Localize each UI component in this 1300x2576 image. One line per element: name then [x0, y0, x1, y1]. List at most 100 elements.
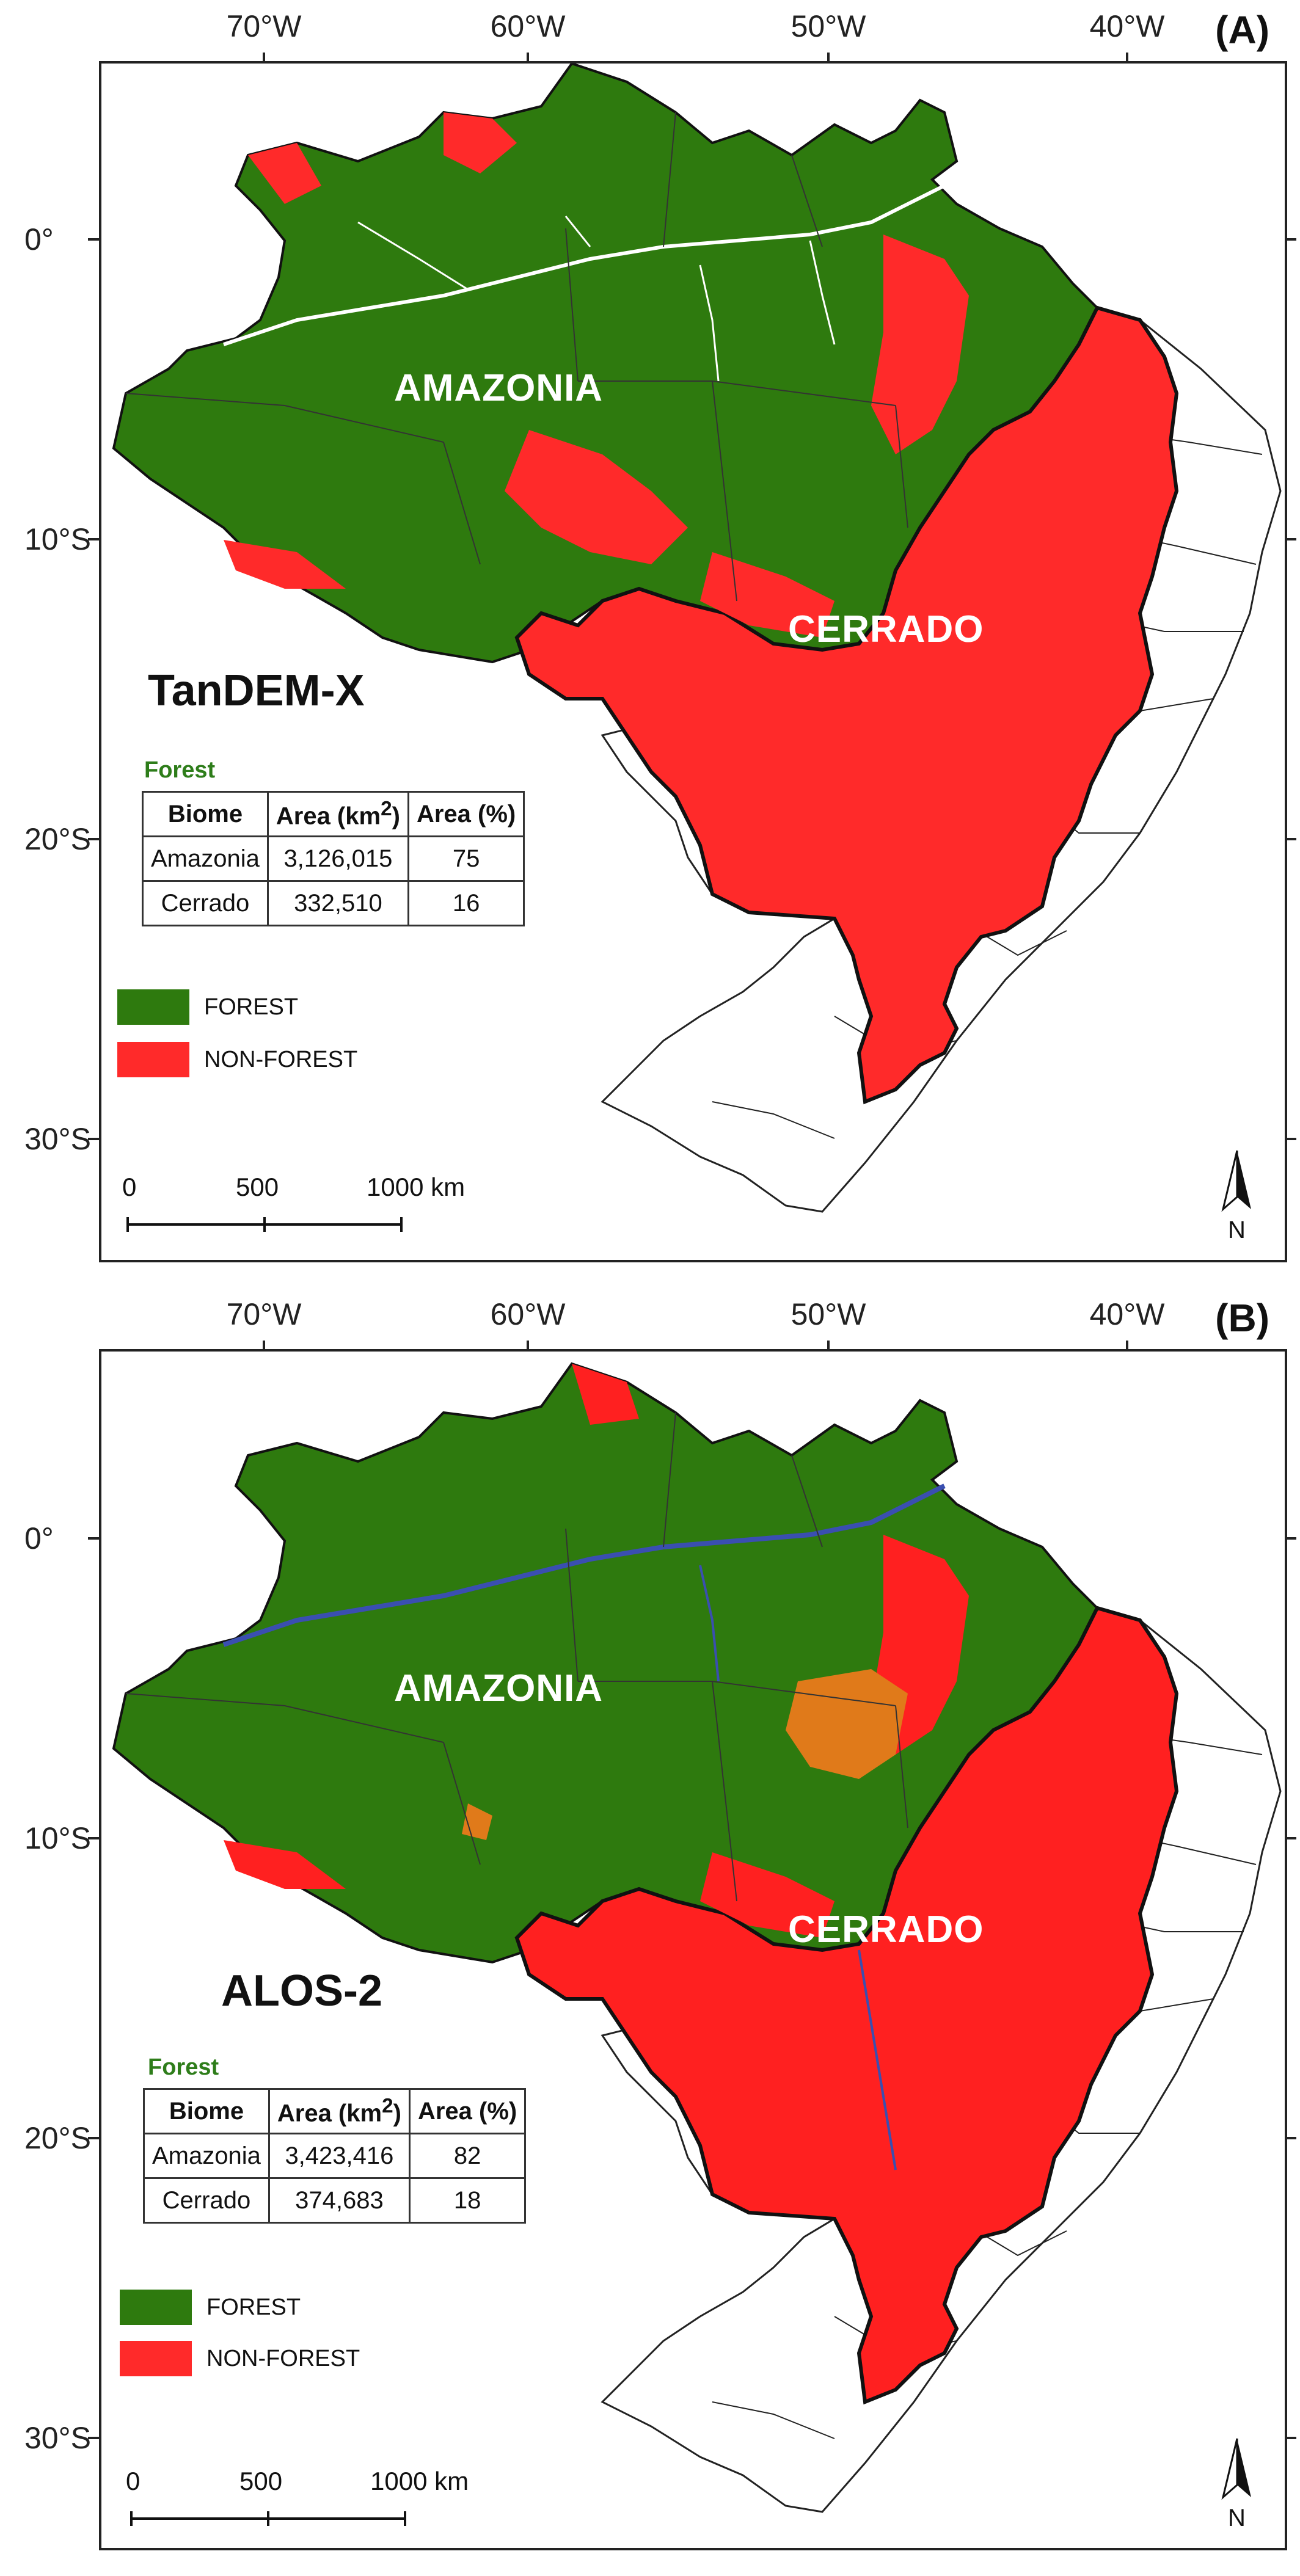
latitude-tickmark [88, 2137, 99, 2139]
table-cell-biome: Amazonia [143, 2133, 270, 2179]
scale-bar [126, 1217, 403, 1232]
deforestation-patch [786, 1669, 908, 1779]
table-header-area-pct: Area (%) [408, 2088, 527, 2134]
latitude-tick-10s: 10°S [24, 522, 91, 556]
map-panel-a: 70°W 60°W 50°W 40°W 0° 10°S 20°S 30°S [24, 8, 1296, 1262]
table-cell-area: 3,423,416 [268, 2133, 411, 2179]
legend-label-nonforest: NON-FOREST [204, 1047, 358, 1072]
table-header-area-km: Area (km2) [268, 2088, 411, 2134]
state-borders-inside [125, 112, 908, 602]
latitude-tickmark [88, 1138, 99, 1140]
nonforest-patch [248, 143, 321, 204]
table-header-biome: Biome [143, 2088, 270, 2134]
longitude-tick-70w: 70°W [226, 9, 302, 43]
table-cell-area: 374,683 [268, 2177, 411, 2224]
brazil-forest-map [112, 1362, 1282, 2513]
panel-label: (B) [1215, 1296, 1269, 1340]
legend-label-forest: FOREST [206, 2294, 301, 2320]
latitude-tickmark [1285, 838, 1296, 840]
state-borders-inside [125, 1412, 908, 1902]
latitude-tick-10s: 10°S [24, 1821, 91, 1855]
table-row: Cerrado 374,683 18 [143, 2177, 527, 2224]
amazon-river [223, 184, 946, 346]
latitude-tickmark [1285, 1837, 1296, 1839]
region-label-amazonia: AMAZONIA [394, 1667, 604, 1709]
table-cell-biome: Cerrado [142, 880, 269, 926]
longitude-tickmark [527, 1341, 529, 1352]
latitude-tick-30s: 30°S [24, 1122, 91, 1156]
table-cell-pct: 16 [407, 880, 525, 926]
table-header-biome: Biome [142, 791, 269, 837]
table-row: Cerrado 332,510 16 [142, 880, 525, 926]
amazonia-biome-forest [112, 1362, 1099, 1964]
latitude-tick-30s: 30°S [24, 2421, 91, 2455]
nonforest-patch [505, 430, 688, 564]
latitude-tickmark [1285, 2437, 1296, 2439]
scale-bar [130, 2511, 406, 2526]
latitude-tickmark [1285, 1537, 1296, 1540]
table-cell-pct: 18 [408, 2177, 527, 2224]
longitude-tick-50w: 50°W [791, 9, 866, 43]
latitude-tickmark [1285, 538, 1296, 540]
tributary-river [357, 216, 836, 382]
longitude-tick-50w: 50°W [791, 1297, 866, 1331]
latitude-tickmark [88, 2437, 99, 2439]
table-cell-area: 3,126,015 [266, 835, 409, 882]
region-label-amazonia: AMAZONIA [394, 367, 604, 409]
latitude-tickmark [1285, 238, 1296, 241]
longitude-tickmark [1126, 1341, 1128, 1352]
longitude-tickmark [527, 53, 529, 64]
table-cell-biome: Amazonia [142, 835, 269, 882]
cerrado-biome-nonforest [514, 305, 1179, 1105]
cerrado-biome-nonforest [514, 1606, 1179, 2405]
scale-label-0: 0 [126, 2467, 141, 2495]
table-header-row: Biome Area (km2) Area (%) [142, 791, 525, 837]
scale-label-500: 500 [236, 1173, 279, 1201]
table-row: Amazonia 3,126,015 75 [142, 835, 525, 882]
north-arrow-icon [1221, 2438, 1251, 2500]
latitude-tick-0: 0° [24, 222, 54, 257]
longitude-tickmark [827, 53, 830, 64]
longitude-tick-60w: 60°W [490, 1297, 566, 1331]
scale-label-500: 500 [239, 2467, 283, 2495]
scale-label-0: 0 [122, 1173, 137, 1201]
table-cell-pct: 75 [407, 835, 525, 882]
latitude-tick-20s: 20°S [24, 822, 91, 856]
table-cell-pct: 82 [408, 2133, 527, 2179]
longitude-tickmark [263, 1341, 265, 1352]
scale-label-1000: 1000 km [370, 2467, 469, 2495]
legend-swatch-nonforest [117, 1042, 189, 1077]
brazil-forest-map [112, 64, 1282, 1213]
panel-label: (A) [1215, 8, 1269, 52]
longitude-tick-40w: 40°W [1089, 9, 1165, 43]
legend-swatch-forest [120, 2290, 192, 2325]
longitude-tickmark [1126, 53, 1128, 64]
latitude-tickmark [88, 1837, 99, 1839]
longitude-tickmark [263, 53, 265, 64]
map-frame [99, 1349, 1287, 2550]
latitude-tickmark [88, 238, 99, 241]
table-header-area-km: Area (km2) [266, 791, 409, 837]
water-body [699, 1565, 897, 2170]
longitude-tick-40w: 40°W [1089, 1297, 1165, 1331]
latitude-tickmark [1285, 1138, 1296, 1140]
north-arrow-icon [1221, 1150, 1251, 1212]
scale-label-1000: 1000 km [367, 1173, 466, 1201]
nonforest-patch [572, 1364, 639, 1425]
latitude-tickmark [88, 538, 99, 540]
longitude-tick-70w: 70°W [226, 1297, 302, 1331]
longitude-tickmark [827, 1341, 830, 1352]
latitude-tickmark [88, 838, 99, 840]
north-label: N [1228, 2505, 1246, 2531]
latitude-tick-20s: 20°S [24, 2121, 91, 2155]
forest-area-table: Biome Area (km2) Area (%) Amazonia 3,126… [142, 791, 525, 926]
latitude-tickmark [1285, 2137, 1296, 2139]
table-header-row: Biome Area (km2) Area (%) [143, 2088, 527, 2134]
legend-label-nonforest: NON-FOREST [206, 2346, 360, 2371]
map-frame [99, 61, 1287, 1262]
table-row: Amazonia 3,423,416 82 [143, 2133, 527, 2179]
longitude-tick-60w: 60°W [490, 9, 566, 43]
nonforest-patch [444, 112, 517, 173]
region-label-cerrado: CERRADO [788, 608, 984, 650]
nonforest-patch [224, 1840, 346, 1889]
